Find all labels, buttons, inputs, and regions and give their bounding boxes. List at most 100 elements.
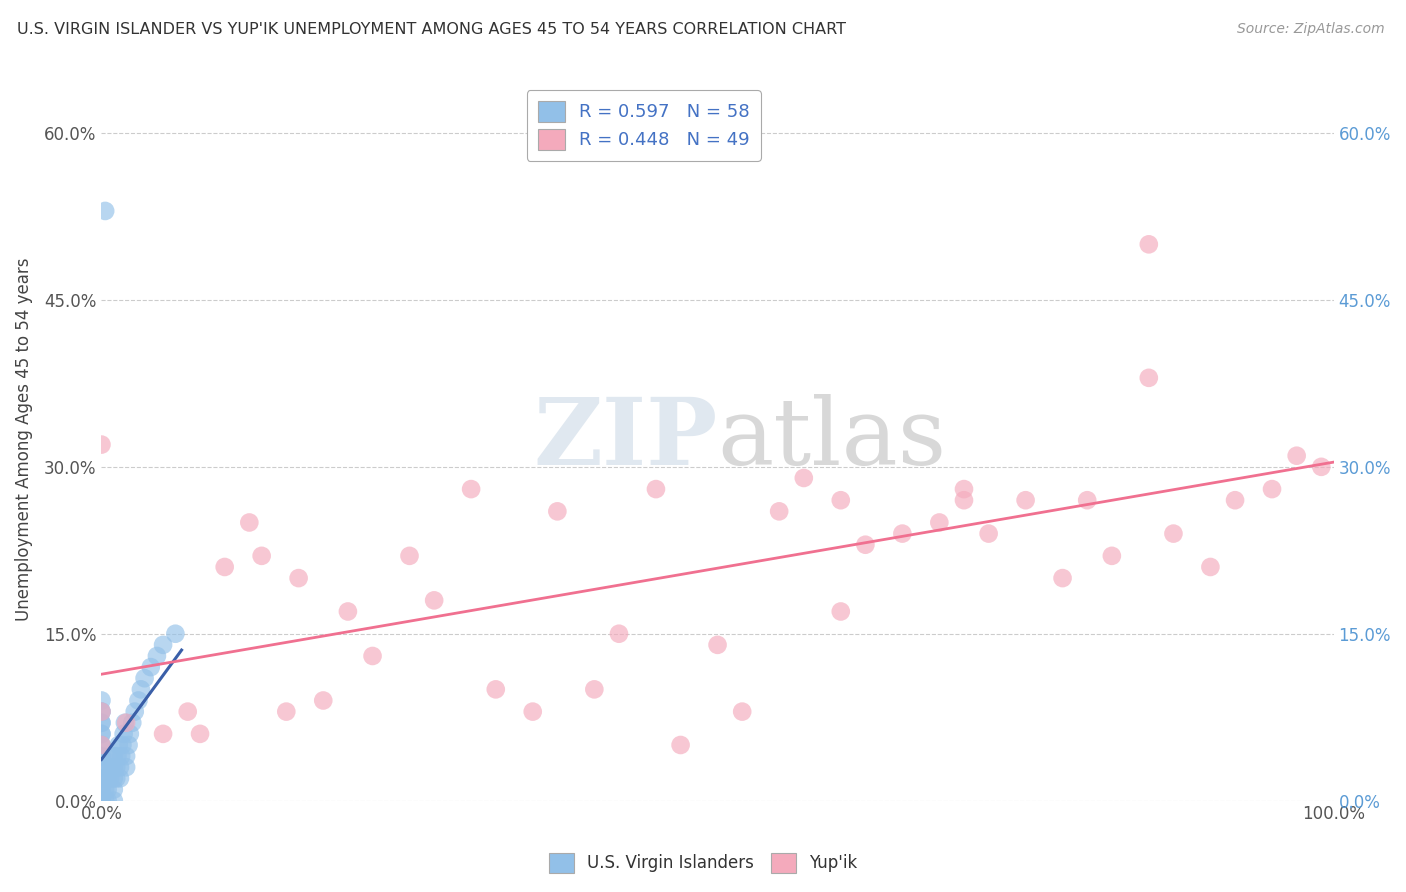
Point <box>90 738 112 752</box>
Point <box>1310 459 1333 474</box>
Point <box>312 693 335 707</box>
Point <box>114 715 136 730</box>
Point <box>90 794 112 808</box>
Point <box>139 660 162 674</box>
Point <box>398 549 420 563</box>
Point <box>1285 449 1308 463</box>
Text: ZIP: ZIP <box>533 394 717 484</box>
Point <box>110 749 132 764</box>
Point <box>97 772 120 786</box>
Point <box>1014 493 1036 508</box>
Point <box>90 738 112 752</box>
Point <box>891 526 914 541</box>
Point <box>115 715 138 730</box>
Text: atlas: atlas <box>717 394 946 484</box>
Point <box>90 437 112 451</box>
Legend: U.S. Virgin Islanders, Yup'ik: U.S. Virgin Islanders, Yup'ik <box>543 847 863 880</box>
Point <box>107 738 129 752</box>
Point <box>177 705 200 719</box>
Point <box>522 705 544 719</box>
Point <box>98 772 121 786</box>
Point <box>830 493 852 508</box>
Point <box>214 560 236 574</box>
Point <box>336 605 359 619</box>
Point <box>90 715 112 730</box>
Point <box>103 782 125 797</box>
Point <box>977 526 1000 541</box>
Point <box>115 749 138 764</box>
Point <box>485 682 508 697</box>
Point <box>830 605 852 619</box>
Point <box>121 715 143 730</box>
Point <box>105 772 128 786</box>
Point <box>1199 560 1222 574</box>
Point <box>90 705 112 719</box>
Point <box>127 693 149 707</box>
Point <box>100 760 122 774</box>
Point <box>928 516 950 530</box>
Point <box>152 638 174 652</box>
Point <box>108 760 131 774</box>
Point <box>1101 549 1123 563</box>
Point <box>669 738 692 752</box>
Point <box>97 794 120 808</box>
Point <box>103 794 125 808</box>
Point <box>103 772 125 786</box>
Point <box>1137 237 1160 252</box>
Point <box>238 516 260 530</box>
Point <box>94 794 117 808</box>
Point <box>97 782 120 797</box>
Point <box>134 671 156 685</box>
Point <box>108 772 131 786</box>
Point <box>583 682 606 697</box>
Point <box>90 772 112 786</box>
Point <box>953 482 976 496</box>
Point <box>90 705 112 719</box>
Point <box>146 648 169 663</box>
Point <box>111 738 134 752</box>
Point <box>90 760 112 774</box>
Point <box>90 693 112 707</box>
Point <box>118 727 141 741</box>
Point <box>1223 493 1246 508</box>
Point <box>124 705 146 719</box>
Point <box>112 727 135 741</box>
Point <box>90 749 112 764</box>
Point <box>105 760 128 774</box>
Point <box>361 648 384 663</box>
Point <box>1163 526 1185 541</box>
Legend: R = 0.597   N = 58, R = 0.448   N = 49: R = 0.597 N = 58, R = 0.448 N = 49 <box>527 90 761 161</box>
Point <box>115 760 138 774</box>
Point <box>90 715 112 730</box>
Point <box>546 504 568 518</box>
Point <box>90 794 112 808</box>
Point <box>90 738 112 752</box>
Point <box>90 772 112 786</box>
Point <box>101 749 124 764</box>
Y-axis label: Unemployment Among Ages 45 to 54 years: Unemployment Among Ages 45 to 54 years <box>15 257 32 621</box>
Point <box>607 626 630 640</box>
Point <box>90 760 112 774</box>
Point <box>731 705 754 719</box>
Point <box>1261 482 1284 496</box>
Point <box>287 571 309 585</box>
Point <box>953 493 976 508</box>
Text: U.S. VIRGIN ISLANDER VS YUP'IK UNEMPLOYMENT AMONG AGES 45 TO 54 YEARS CORRELATIO: U.S. VIRGIN ISLANDER VS YUP'IK UNEMPLOYM… <box>17 22 846 37</box>
Point <box>90 705 112 719</box>
Point <box>90 782 112 797</box>
Point <box>90 727 112 741</box>
Point <box>107 749 129 764</box>
Point <box>1076 493 1098 508</box>
Point <box>188 727 211 741</box>
Point <box>94 782 117 797</box>
Point <box>250 549 273 563</box>
Point <box>90 749 112 764</box>
Point <box>90 727 112 741</box>
Point <box>129 682 152 697</box>
Point <box>152 727 174 741</box>
Point <box>117 738 139 752</box>
Point <box>97 760 120 774</box>
Point <box>90 794 112 808</box>
Point <box>165 626 187 640</box>
Point <box>90 782 112 797</box>
